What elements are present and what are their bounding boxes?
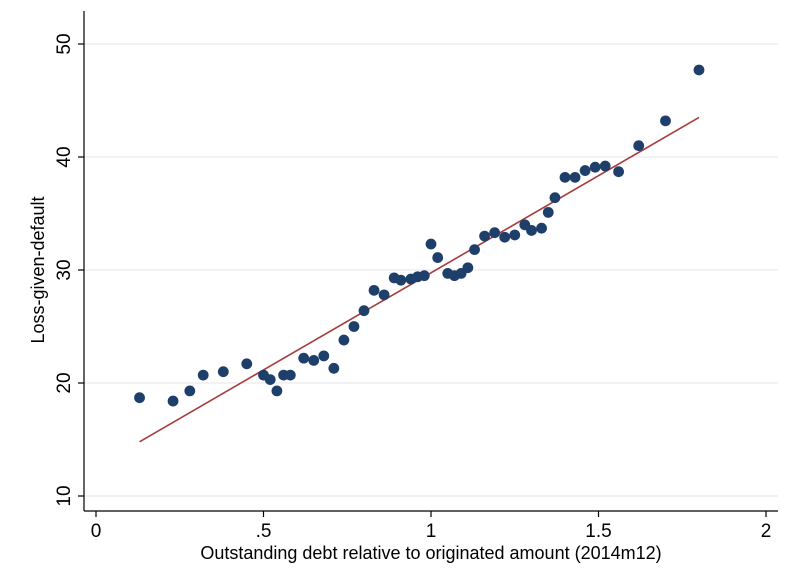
- data-point: [489, 227, 501, 239]
- data-point: [469, 244, 480, 256]
- data-point: [462, 262, 474, 274]
- data-point: [633, 140, 645, 152]
- data-point: [395, 274, 407, 286]
- data-point: [509, 229, 521, 241]
- y-tick-label: 10: [54, 485, 75, 506]
- data-point: [378, 289, 390, 301]
- data-point: [358, 305, 370, 317]
- data-point: [549, 192, 561, 204]
- data-point: [693, 64, 705, 76]
- x-axis-title: Outstanding debt relative to originated …: [200, 543, 661, 563]
- ticks: 10 20 30 40 50 0 .5 1 1.5 2: [54, 33, 771, 542]
- data-point: [499, 231, 511, 243]
- y-tick-label: 40: [54, 146, 75, 167]
- data-point: [418, 270, 430, 282]
- data-point: [432, 252, 444, 263]
- y-tick-label: 30: [54, 259, 75, 280]
- data-point: [559, 171, 571, 183]
- y-tick-label: 20: [54, 372, 75, 393]
- data-point: [569, 171, 581, 183]
- plot-background: [84, 11, 778, 511]
- data-point: [526, 225, 537, 236]
- data-point: [613, 166, 624, 178]
- data-point: [589, 161, 601, 173]
- data-point: [579, 165, 591, 176]
- data-point: [217, 366, 229, 378]
- data-point: [338, 334, 350, 346]
- data-point: [479, 230, 490, 242]
- x-tick-label: 2: [761, 521, 772, 542]
- x-tick-label: .5: [256, 521, 272, 542]
- points-layer: [134, 64, 705, 407]
- x-tick-label: 0: [91, 521, 102, 542]
- data-point: [660, 115, 671, 127]
- data-point: [264, 374, 276, 386]
- data-point: [368, 284, 380, 296]
- data-point: [318, 350, 330, 362]
- data-point: [197, 369, 209, 381]
- data-point: [308, 355, 320, 366]
- y-axis-title: Loss-given-default: [28, 196, 48, 343]
- data-point: [271, 385, 283, 397]
- data-point: [542, 206, 554, 218]
- data-point: [536, 222, 547, 234]
- data-point: [599, 160, 611, 172]
- data-point: [134, 392, 145, 404]
- x-tick-label: 1: [426, 521, 437, 542]
- gridlines: [84, 43, 778, 497]
- x-tick-label: 1.5: [585, 521, 611, 542]
- data-point: [184, 385, 196, 397]
- data-point: [348, 321, 360, 332]
- y-tick-label: 50: [54, 33, 75, 54]
- data-point: [328, 362, 340, 374]
- data-point: [167, 395, 179, 407]
- data-point: [425, 238, 437, 250]
- data-point: [284, 369, 296, 381]
- data-point: [241, 358, 253, 370]
- data-point: [298, 352, 310, 364]
